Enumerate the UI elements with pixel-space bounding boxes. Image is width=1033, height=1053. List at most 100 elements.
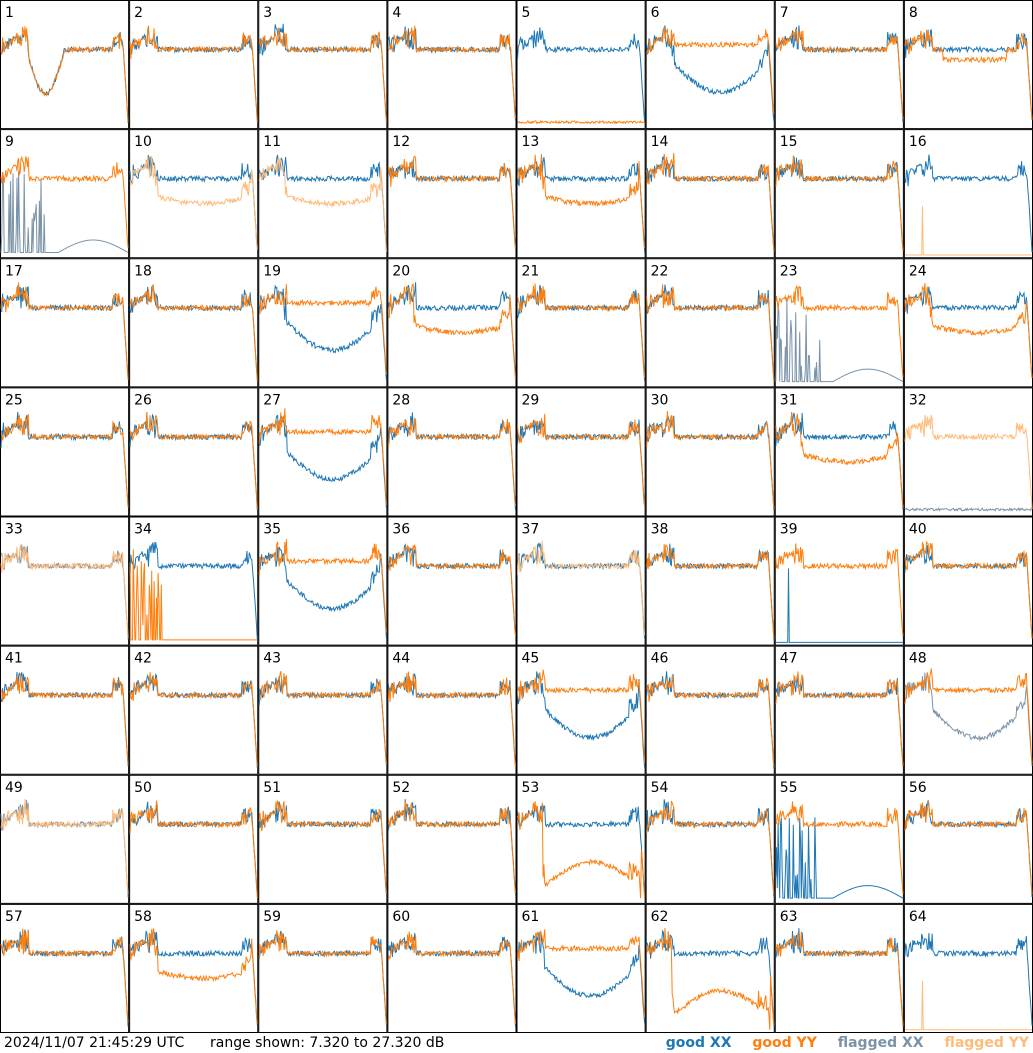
yy-series-line xyxy=(129,928,258,1024)
panel-frame xyxy=(387,129,517,259)
yy-series-line xyxy=(517,540,646,636)
xx-series-line xyxy=(775,928,904,1025)
panel-frame xyxy=(387,258,517,388)
xx-series-line xyxy=(0,544,129,640)
panel-number: 12 xyxy=(392,134,410,150)
panel-49: 49 xyxy=(0,774,130,904)
panel-frame xyxy=(774,774,904,904)
panel-52: 52 xyxy=(387,774,517,904)
panel-frame xyxy=(516,258,646,388)
panel-frame xyxy=(0,645,130,775)
panel-number: 45 xyxy=(522,651,540,667)
xx-series-line xyxy=(387,543,516,636)
yy-series-line xyxy=(775,671,904,766)
xx-series-line xyxy=(646,154,775,251)
xx-series-line xyxy=(904,932,1033,1026)
panel-10: 10 xyxy=(129,129,259,259)
panel-frame xyxy=(645,129,775,259)
xx-series-line xyxy=(517,542,646,639)
panel-2: 2 xyxy=(129,0,259,130)
panel-number: 51 xyxy=(263,780,281,796)
xx-series-line xyxy=(517,154,646,253)
xx-series-line xyxy=(387,932,516,1028)
panel-frame xyxy=(516,774,646,904)
panel-number: 41 xyxy=(5,651,23,667)
panel-53: 53 xyxy=(516,774,646,904)
panel-number: 18 xyxy=(134,263,152,279)
panel-frame xyxy=(774,129,904,259)
panel-13: 13 xyxy=(516,129,646,259)
yy-series-line xyxy=(0,928,129,1023)
panel-38: 38 xyxy=(645,516,775,646)
panel-32: 32 xyxy=(903,387,1033,517)
panel-number: 23 xyxy=(780,263,798,279)
panel-number: 40 xyxy=(909,522,927,538)
panel-frame xyxy=(645,645,775,775)
yy-series-line xyxy=(517,929,646,1018)
panel-frame xyxy=(258,129,388,259)
yy-series-line xyxy=(646,675,775,767)
yy-series-line xyxy=(0,544,129,638)
yy-series-line xyxy=(258,539,387,633)
yy-series-line xyxy=(259,284,387,375)
yy-series-line xyxy=(646,544,775,639)
panel-21: 21 xyxy=(516,258,646,388)
legend-flagged-xx: flagged XX xyxy=(837,1035,924,1051)
panel-frame xyxy=(774,0,904,130)
yy-series-line xyxy=(0,282,129,381)
panel-41: 41 xyxy=(0,645,130,775)
panel-number: 25 xyxy=(5,392,23,408)
xx-series-line xyxy=(646,929,775,1024)
panel-number: 47 xyxy=(780,651,798,667)
panel-number: 21 xyxy=(522,263,540,279)
panel-number: 46 xyxy=(651,651,669,667)
yy-series-line xyxy=(646,411,775,509)
panel-frame xyxy=(129,0,259,130)
panel-number: 9 xyxy=(5,134,14,150)
xx-series-line xyxy=(646,415,775,511)
xx-series-line xyxy=(129,154,258,248)
panel-number: 53 xyxy=(522,780,540,796)
panel-18: 18 xyxy=(129,258,259,388)
panel-30: 30 xyxy=(645,387,775,517)
yy-series-line xyxy=(904,980,1032,1031)
panel-number: 15 xyxy=(780,134,798,150)
yy-series-line xyxy=(258,27,387,123)
panel-number: 64 xyxy=(909,909,927,925)
panel-63: 63 xyxy=(774,903,904,1033)
panel-61: 61 xyxy=(516,903,646,1033)
panel-number: 13 xyxy=(522,134,540,150)
panel-54: 54 xyxy=(645,774,775,904)
panel-frame xyxy=(516,516,646,646)
legend-good-yy: good YY xyxy=(752,1035,817,1051)
panel-number: 55 xyxy=(780,780,798,796)
panel-frame xyxy=(387,645,517,775)
panel-59: 59 xyxy=(258,903,388,1033)
xx-series-line xyxy=(904,544,1033,639)
panel-number: 4 xyxy=(392,5,401,21)
xx-series-line xyxy=(258,23,387,120)
yy-series-line xyxy=(258,930,387,1024)
panel-23: 23 xyxy=(774,258,904,388)
xx-series-line xyxy=(258,546,387,639)
yy-series-line xyxy=(646,800,775,894)
panel-number: 56 xyxy=(909,780,927,796)
panel-number: 59 xyxy=(263,909,281,925)
xx-series-line xyxy=(0,170,129,253)
panel-frame xyxy=(258,645,388,775)
xx-series-line xyxy=(0,29,129,124)
panel-number: 50 xyxy=(134,780,152,796)
panel-number: 2 xyxy=(134,5,143,21)
panel-number: 14 xyxy=(651,134,669,150)
panel-5: 5 xyxy=(516,0,646,130)
panel-frame xyxy=(645,903,775,1033)
panel-frame xyxy=(774,903,904,1033)
xx-series-line xyxy=(775,156,904,250)
panel-number: 11 xyxy=(263,134,281,150)
panel-19: 19 xyxy=(258,258,388,388)
panel-frame xyxy=(387,903,517,1033)
yy-series-line xyxy=(258,800,387,894)
panel-frame xyxy=(258,0,388,130)
yy-series-line xyxy=(517,283,646,378)
yy-series-line xyxy=(904,668,1033,764)
